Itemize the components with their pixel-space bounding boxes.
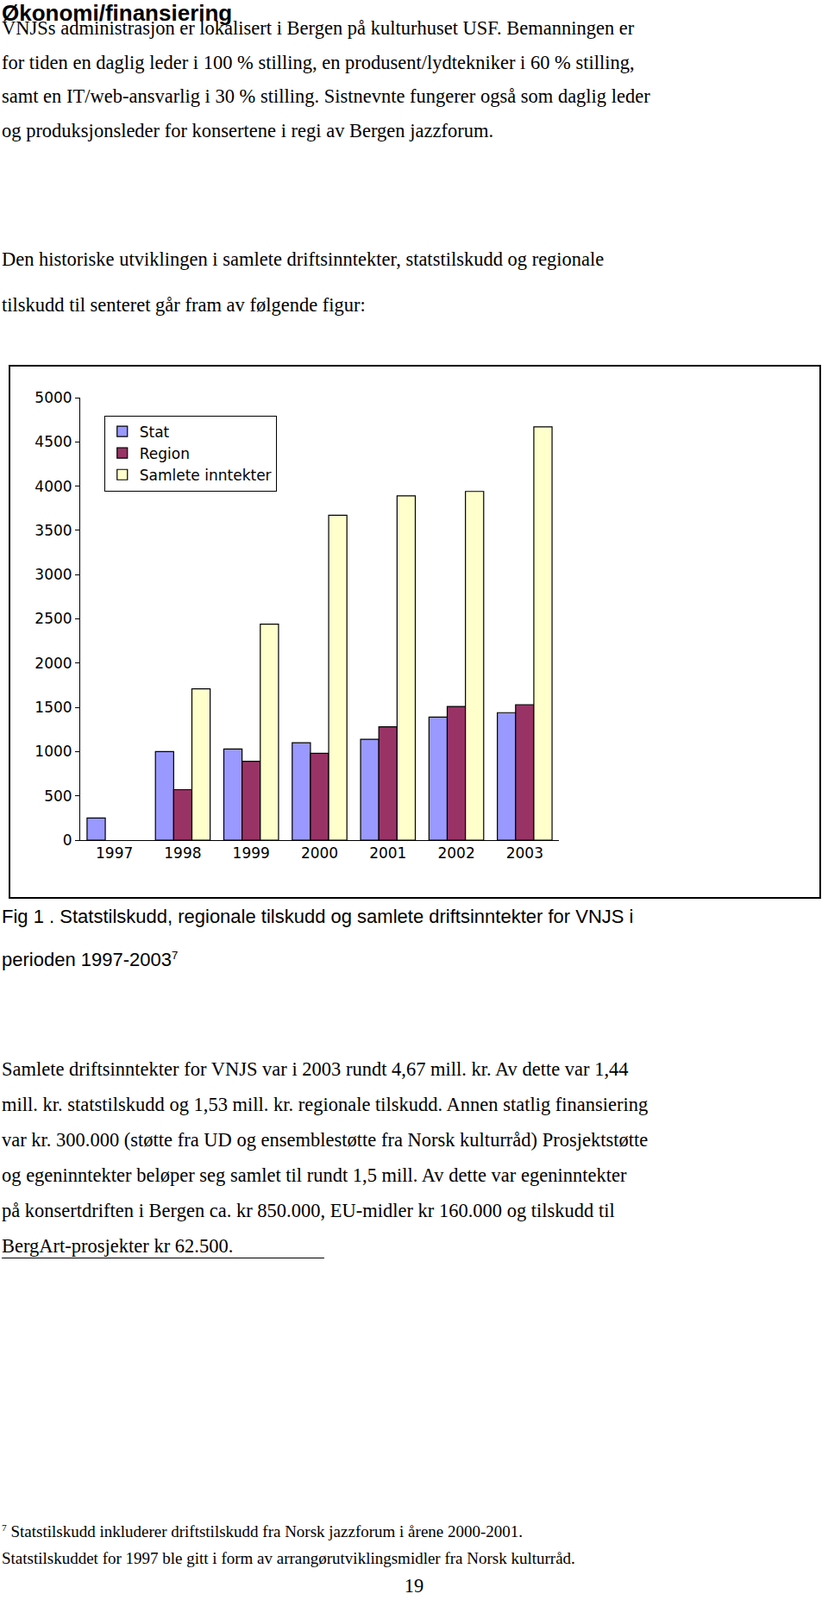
svg-text:500: 500 — [43, 787, 72, 805]
svg-text:2000: 2000 — [301, 844, 339, 862]
html-text:og egeninntekter beløper seg s: og egeninntekter beløper seg samlet til … — [1, 1164, 627, 1186]
svg-text:4000: 4000 — [34, 477, 72, 496]
svg-text:1997: 1997 — [95, 844, 133, 862]
html-text:var kr. 300.000 (støtte fra UD: var kr. 300.000 (støtte fra UD og ensemb… — [1, 1129, 648, 1151]
html-text:Økonomi/finansiering: Økonomi/finansiering — [1, 0, 233, 26]
html-text:Fig 1 . Statstilskudd, regiona: Fig 1 . Statstilskudd, regionale tilskud… — [1, 905, 634, 928]
html-text:tilskudd til senteret går fram: tilskudd til senteret går fram av følgen… — [1, 294, 366, 316]
html-text:7: 7 — [171, 948, 178, 962]
html-text:perioden 1997-2003: perioden 1997-2003 — [1, 949, 172, 971]
html-text:og produksjonsleder for konser: og produksjonsleder for konsertene i reg… — [1, 119, 494, 142]
svg-text:0: 0 — [62, 831, 73, 849]
svg-text:Region: Region — [139, 445, 190, 463]
html-text:Den historiske utviklingen i s: Den historiske utviklingen i samlete dri… — [1, 248, 605, 270]
svg-text:3500: 3500 — [34, 521, 72, 540]
svg-text:2500: 2500 — [34, 609, 72, 628]
svg-text:Samlete inntekter: Samlete inntekter — [139, 466, 272, 484]
html-text:samt en IT/web-ansvarlig i 30: samt en IT/web-ansvarlig i 30 % stilling… — [1, 85, 651, 107]
html-text:BergArt-prosjekter kr 62.500.: BergArt-prosjekter kr 62.500. — [1, 1235, 234, 1257]
svg-text:2000: 2000 — [34, 654, 72, 672]
svg-text:2001: 2001 — [369, 844, 407, 862]
svg-text:2002: 2002 — [437, 844, 475, 862]
html-text:mill. kr. statstilskudd og 1,5: mill. kr. statstilskudd og 1,53 mill. kr… — [1, 1093, 648, 1116]
html-text:Samlete driftsinntekter for VN: Samlete driftsinntekter for VNJS var i 2… — [1, 1058, 629, 1080]
svg-text:Stat: Stat — [139, 423, 170, 441]
html-text:på konsertdriften i Bergen ca.: på konsertdriften i Bergen ca. kr 850.00… — [1, 1199, 615, 1222]
svg-text:1998: 1998 — [163, 844, 201, 862]
html-text:19: 19 — [404, 1574, 424, 1597]
svg-text:3000: 3000 — [34, 565, 72, 584]
svg-text:1500: 1500 — [34, 698, 72, 716]
svg-text:4500: 4500 — [34, 432, 72, 451]
html-text:for tiden en daglig leder i 10: for tiden en daglig leder i 100 % stilli… — [1, 51, 635, 73]
html-text:7 Statstilskudd inkluderer dri: 7 Statstilskudd inkluderer driftstilskud… — [1, 1522, 523, 1541]
svg-text:1999: 1999 — [232, 844, 270, 862]
svg-text:2003: 2003 — [506, 844, 544, 862]
html-text:VNJSs administrasjon er lokali: VNJSs administrasjon er lokalisert i Ber… — [1, 17, 635, 39]
html-text:Statstilskuddet for 1997 ble g: Statstilskuddet for 1997 ble gitt i form… — [1, 1549, 576, 1568]
svg-text:5000: 5000 — [34, 388, 72, 407]
svg-text:1000: 1000 — [34, 742, 72, 760]
